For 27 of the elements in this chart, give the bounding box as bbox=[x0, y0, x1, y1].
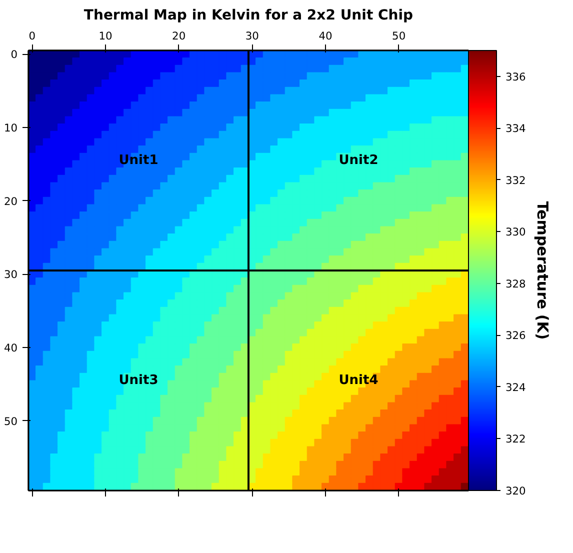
x-tick-label: 10 bbox=[98, 30, 112, 42]
color-bar-label: 322 bbox=[506, 432, 526, 446]
color-bar-label: 330 bbox=[506, 226, 526, 239]
chart-title: Thermal Map in Kelvin for a 2x2 Unit Chip bbox=[84, 8, 414, 24]
y-tick-label: 50 bbox=[4, 414, 18, 428]
y-tick-label: 20 bbox=[4, 194, 18, 208]
color-bar-label: 336 bbox=[506, 70, 526, 84]
x-tick-label: 0 bbox=[28, 30, 36, 42]
y-tick-label: 10 bbox=[4, 122, 18, 134]
y-tick-label: 30 bbox=[4, 268, 18, 282]
annotation: Unit3 bbox=[118, 373, 158, 388]
color-bar-label: 334 bbox=[506, 122, 526, 136]
x-tick-label: 40 bbox=[318, 30, 332, 42]
y-tick-label: 40 bbox=[4, 342, 18, 354]
color-bar-label: 332 bbox=[506, 174, 526, 187]
color-bar-label: 320 bbox=[506, 484, 526, 498]
annotation: Unit4 bbox=[338, 373, 378, 388]
x-tick-label: 20 bbox=[172, 30, 186, 42]
y-tick-label: 0 bbox=[10, 48, 18, 62]
annotation: Unit1 bbox=[118, 153, 158, 168]
annotation: Unit2 bbox=[338, 153, 378, 168]
x-tick-label: 30 bbox=[245, 30, 260, 42]
x-tick-label: 50 bbox=[392, 30, 406, 42]
color-bar-label: 328 bbox=[506, 277, 526, 290]
color-bar-label: 324 bbox=[506, 380, 526, 394]
color-bar-label: 326 bbox=[506, 329, 526, 342]
color-bar-title: Temperature (K) bbox=[534, 201, 552, 340]
